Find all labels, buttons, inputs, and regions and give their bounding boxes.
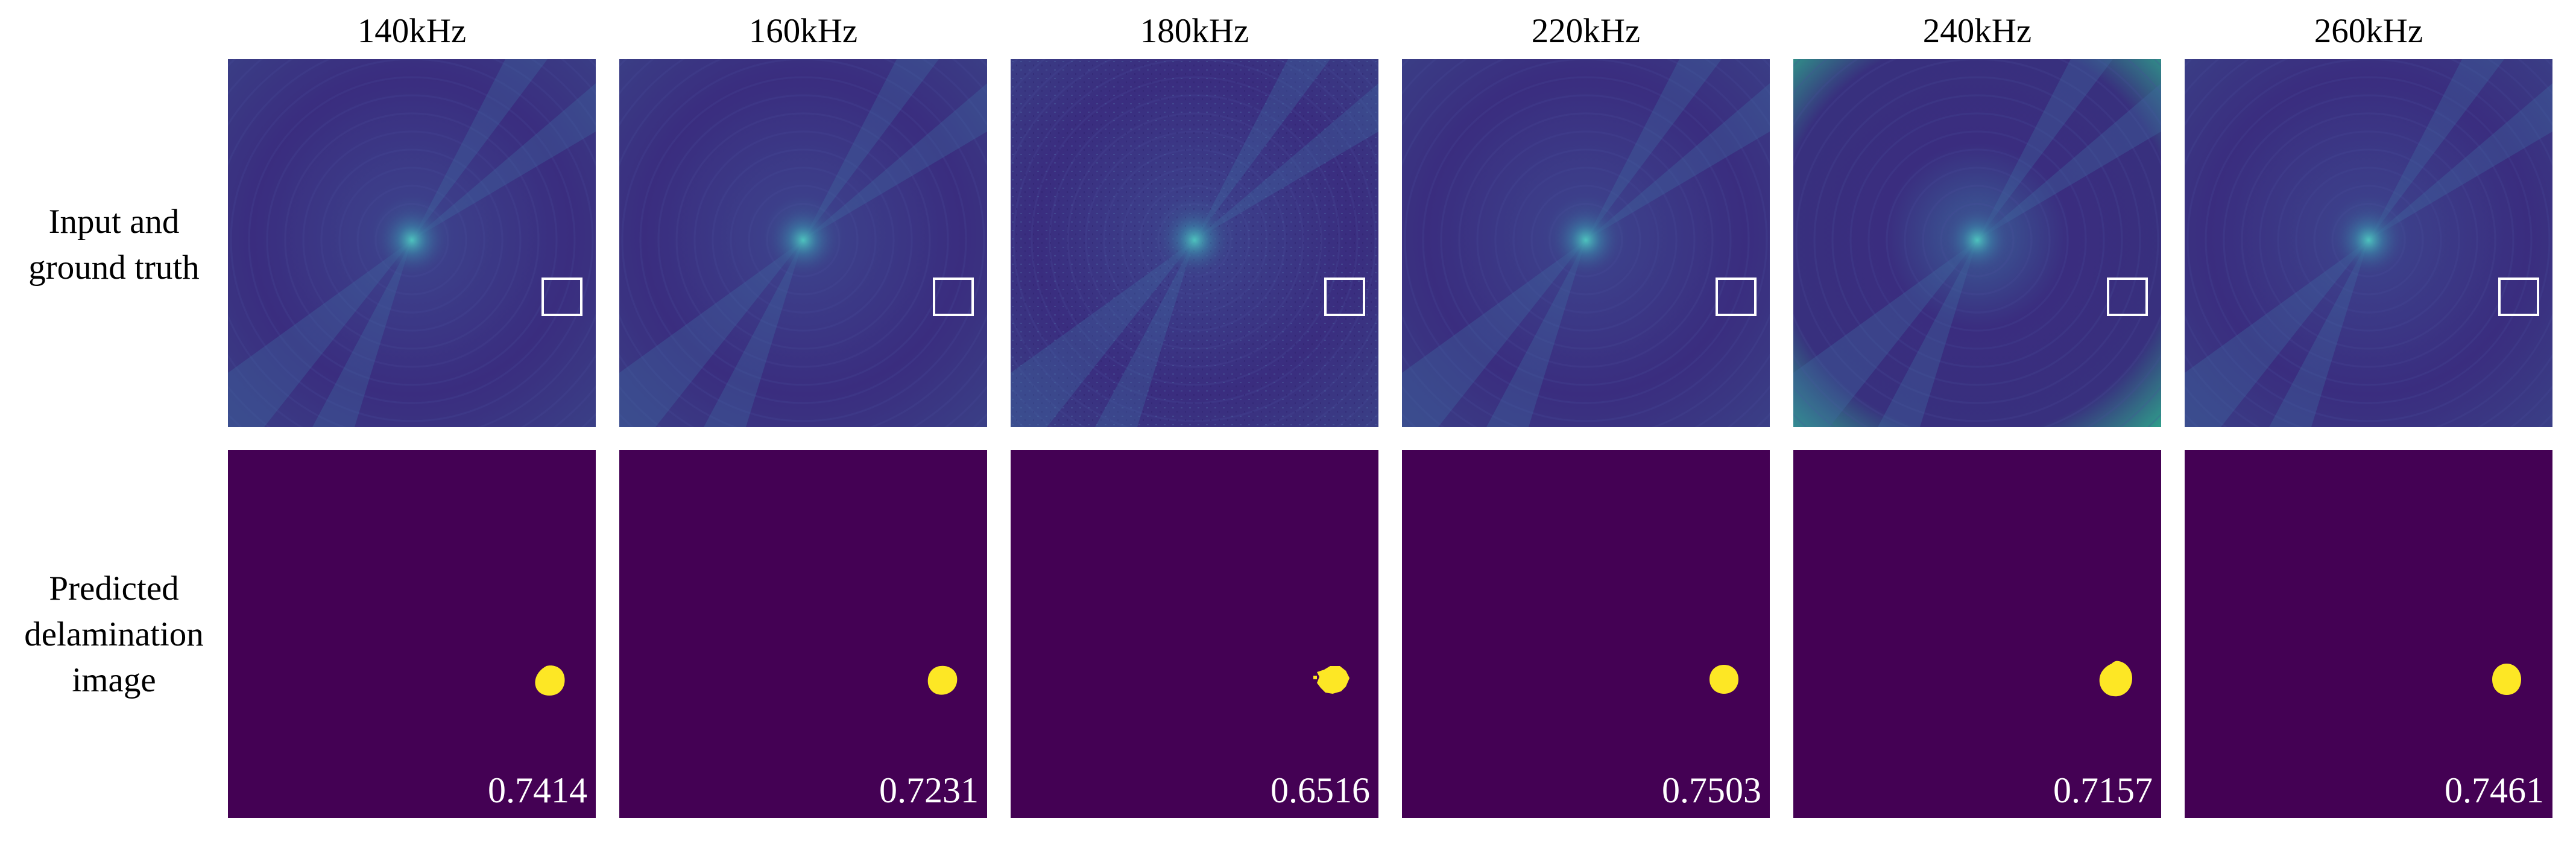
row-label-input: Input and ground truth — [0, 199, 228, 291]
ground-truth-box — [541, 278, 582, 316]
prediction-panel-140khz: 0.7414 — [228, 450, 596, 818]
delamination-blob — [1317, 666, 1350, 694]
prediction-panel-240khz: 0.7157 — [1793, 450, 2161, 818]
ground-truth-box — [1324, 278, 1365, 316]
row-label-input-line-2: ground truth — [28, 249, 200, 287]
delamination-fragment — [1313, 676, 1317, 679]
delamination-blob — [1709, 665, 1738, 694]
ground-truth-box — [1716, 278, 1757, 316]
input-panel-160khz — [619, 59, 987, 427]
score-260khz: 0.7461 — [2445, 770, 2544, 810]
column-title-140khz: 140kHz — [357, 12, 467, 50]
column-title-260khz: 260kHz — [2314, 12, 2423, 50]
delamination-blob — [927, 665, 958, 695]
score-240khz: 0.7157 — [2053, 770, 2153, 810]
input-panel-140khz — [228, 59, 596, 427]
prediction-panel-160khz: 0.7231 — [619, 450, 987, 818]
score-160khz: 0.7231 — [879, 770, 979, 810]
input-panel-260khz — [2185, 59, 2552, 427]
row-label-prediction-line-2: delamination — [24, 615, 204, 653]
delamination-blob — [2492, 664, 2521, 695]
column-title-240khz: 240kHz — [1922, 12, 2032, 50]
prediction-panel-180khz: 0.6516 — [1011, 450, 1378, 818]
ground-truth-box — [2498, 278, 2539, 316]
score-220khz: 0.7503 — [1662, 770, 1761, 810]
input-panel-220khz — [1402, 59, 1770, 427]
ground-truth-box — [2107, 278, 2148, 316]
input-panel-180khz — [1011, 59, 1378, 427]
row-label-prediction-line-3: image — [72, 661, 156, 699]
score-140khz: 0.7414 — [488, 770, 587, 810]
column-title-160khz: 160kHz — [748, 12, 858, 50]
prediction-panel-220khz: 0.7503 — [1402, 450, 1770, 818]
row-label-prediction: Predicted delamination image — [0, 566, 228, 703]
column-title-220khz: 220kHz — [1531, 12, 1641, 50]
delamination-blob — [535, 665, 565, 696]
row-label-input-line-1: Input and — [48, 203, 180, 241]
score-180khz: 0.6516 — [1271, 770, 1370, 810]
row-label-prediction-line-1: Predicted — [49, 569, 179, 607]
input-panel-240khz — [1793, 59, 2161, 427]
delamination-blob — [2099, 661, 2132, 697]
column-title-180khz: 180kHz — [1140, 12, 1249, 50]
ground-truth-box — [933, 278, 974, 316]
prediction-panel-260khz: 0.7461 — [2185, 450, 2552, 818]
